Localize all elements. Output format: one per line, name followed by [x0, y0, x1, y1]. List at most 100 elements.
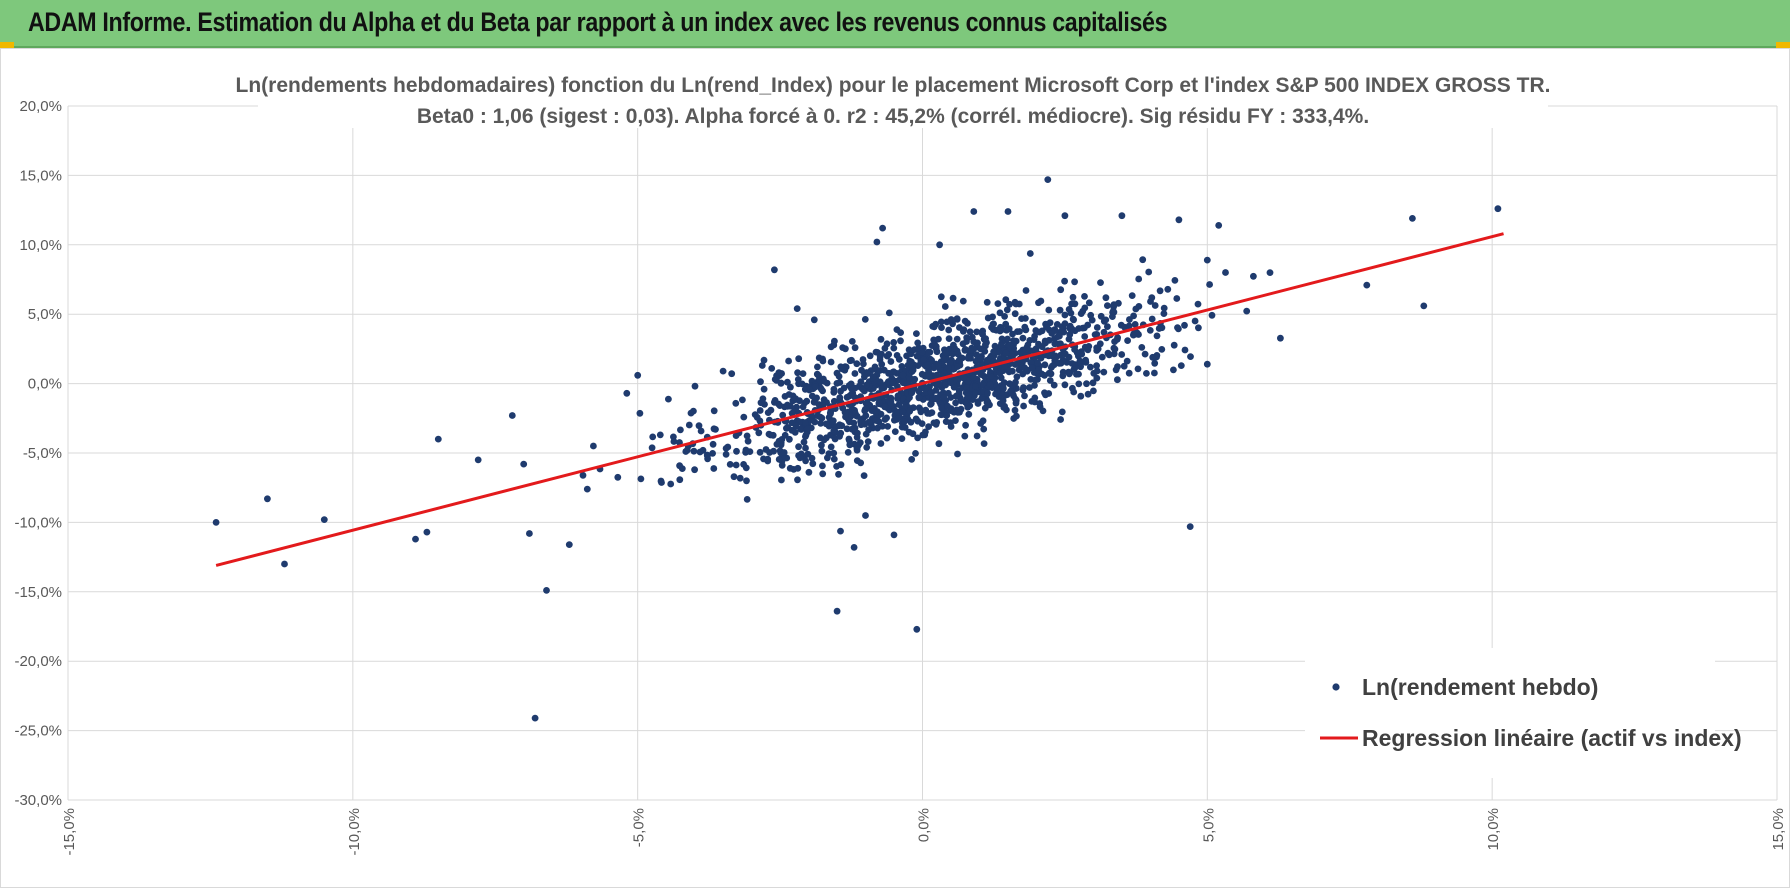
- data-point: [901, 424, 909, 431]
- data-point: [1156, 287, 1164, 295]
- data-point: [819, 462, 826, 470]
- data-point: [1084, 346, 1092, 354]
- data-point: [827, 443, 835, 451]
- x-tick-label: 10,0%: [1485, 808, 1502, 851]
- data-point: [850, 385, 858, 392]
- data-point: [937, 318, 945, 326]
- data-point: [861, 373, 868, 381]
- data-point: [895, 355, 903, 363]
- data-point: [1120, 362, 1128, 370]
- data-point: [756, 448, 764, 456]
- data-point: [800, 438, 808, 446]
- scatter-points: [212, 176, 1502, 722]
- data-point: [1048, 352, 1056, 360]
- data-point: [764, 457, 772, 465]
- data-point: [962, 421, 969, 429]
- data-point: [1093, 324, 1101, 331]
- data-point: [212, 519, 220, 526]
- data-point: [531, 714, 539, 722]
- data-point: [972, 382, 979, 390]
- data-point: [1069, 315, 1077, 323]
- data-point: [983, 356, 991, 364]
- data-point: [1123, 357, 1131, 365]
- chart-title-background: [258, 64, 1548, 128]
- data-point: [1266, 269, 1274, 276]
- data-point: [987, 373, 995, 380]
- data-point: [759, 395, 767, 403]
- data-point: [649, 433, 657, 441]
- data-point: [685, 421, 693, 429]
- x-tick-label: 15,0%: [1770, 808, 1787, 851]
- data-point: [905, 428, 913, 436]
- data-point: [1016, 328, 1023, 335]
- data-point: [736, 474, 744, 482]
- data-point: [740, 413, 748, 421]
- data-point: [984, 389, 991, 397]
- data-point: [1102, 294, 1110, 302]
- data-point: [949, 294, 957, 302]
- data-point: [865, 426, 872, 434]
- data-point: [850, 544, 858, 551]
- data-point: [920, 356, 928, 363]
- data-point: [1112, 366, 1120, 374]
- data-point: [733, 447, 740, 455]
- data-point: [743, 477, 750, 485]
- data-point: [1012, 300, 1020, 308]
- data-point: [961, 317, 969, 325]
- y-tick-label: -10,0%: [14, 514, 62, 531]
- data-point: [905, 346, 913, 354]
- data-point: [862, 512, 869, 519]
- data-point: [1011, 310, 1019, 318]
- data-point: [740, 461, 747, 468]
- data-point: [1069, 293, 1077, 301]
- data-point: [942, 381, 949, 389]
- data-point: [1149, 353, 1157, 361]
- data-point: [881, 416, 889, 423]
- data-point: [1031, 376, 1039, 384]
- data-point: [719, 367, 727, 375]
- data-point: [1048, 330, 1056, 337]
- data-point: [1059, 372, 1067, 380]
- data-point: [833, 607, 841, 615]
- data-point: [769, 431, 777, 439]
- data-point: [1012, 395, 1019, 403]
- data-point: [739, 396, 746, 404]
- data-point: [1146, 327, 1154, 334]
- data-point: [970, 345, 978, 353]
- data-point: [637, 475, 645, 483]
- data-point: [980, 425, 988, 433]
- data-point: [779, 411, 787, 419]
- data-point: [1138, 344, 1146, 351]
- data-point: [1057, 416, 1064, 423]
- data-point: [1077, 392, 1085, 400]
- data-point: [756, 407, 764, 414]
- data-point: [997, 342, 1005, 349]
- data-point: [776, 402, 784, 409]
- data-point: [281, 560, 288, 568]
- y-tick-label: 20,0%: [19, 98, 62, 115]
- data-point: [942, 349, 950, 357]
- data-point: [704, 452, 711, 460]
- data-point: [1002, 349, 1010, 357]
- data-point: [710, 465, 718, 472]
- data-point: [1027, 359, 1035, 367]
- data-point: [824, 454, 831, 462]
- data-point: [842, 413, 849, 421]
- data-point: [755, 429, 763, 437]
- data-point: [871, 363, 879, 371]
- data-point: [836, 432, 843, 440]
- data-point: [1001, 363, 1008, 370]
- data-point: [1085, 299, 1093, 307]
- y-tick-label: 0,0%: [28, 376, 62, 393]
- data-point: [1177, 362, 1185, 369]
- data-point: [775, 456, 783, 463]
- data-point: [952, 399, 959, 407]
- regression-line-layer: [215, 232, 1504, 567]
- data-point: [857, 459, 865, 467]
- data-point: [978, 330, 986, 337]
- data-point: [1057, 286, 1065, 294]
- data-point: [1151, 359, 1159, 367]
- data-point: [915, 387, 923, 395]
- data-point: [1098, 353, 1106, 361]
- data-point: [845, 435, 853, 443]
